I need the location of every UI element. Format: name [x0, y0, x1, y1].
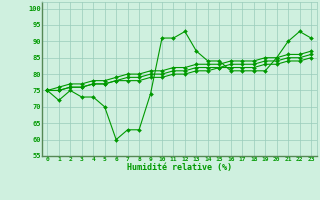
- X-axis label: Humidité relative (%): Humidité relative (%): [127, 163, 232, 172]
